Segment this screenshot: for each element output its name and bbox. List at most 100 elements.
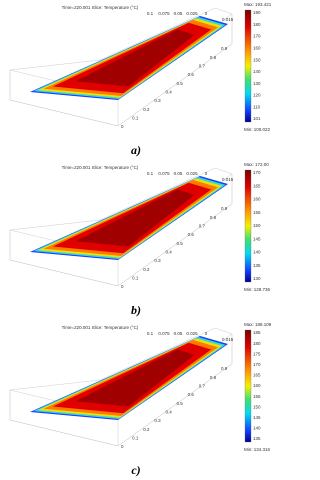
width-tick-label: 0.025 bbox=[186, 11, 198, 16]
length-tick-label: 0.6 bbox=[188, 72, 195, 77]
plot: Time=220.001 Slice: Temperature (°C) 0 0.1… bbox=[9, 162, 271, 292]
width-tick-label: 0.1 bbox=[147, 11, 154, 16]
colorbar-tick-label: 170 bbox=[253, 34, 261, 39]
length-tick-label: 0.3 bbox=[154, 418, 161, 423]
colorbar-tick-label: 170 bbox=[253, 170, 261, 175]
colorbar bbox=[244, 169, 252, 283]
width-tick-label: 0.05 bbox=[174, 11, 183, 16]
length-tick-label: 0 bbox=[121, 444, 124, 449]
height-tick-label: 0.015 bbox=[222, 337, 234, 342]
length-tick-label: 0.8 bbox=[210, 375, 217, 380]
caption: b) bbox=[131, 303, 141, 317]
colorbar-min: Min: 128.736 bbox=[244, 287, 271, 292]
plot-title: Time=220.001 Slice: Temperature (°C) bbox=[62, 5, 139, 10]
colorbar-tick-label: 150 bbox=[253, 404, 261, 409]
length-tick-label: 0 bbox=[121, 124, 124, 129]
length-tick-label: 0.8 bbox=[210, 215, 217, 220]
colorbar-tick-label: 165 bbox=[253, 183, 261, 188]
caption: a) bbox=[131, 143, 141, 157]
length-tick-label: 0.5 bbox=[177, 81, 184, 86]
length-tick-label: 0 bbox=[121, 284, 124, 289]
heat-region bbox=[75, 29, 195, 87]
colorbar-tick-label: 175 bbox=[253, 351, 261, 356]
colorbar-tick-label: 140 bbox=[253, 69, 261, 74]
width-tick-label: 0.075 bbox=[158, 331, 170, 336]
colorbar-tick-label: 180 bbox=[253, 22, 261, 27]
panel: Time=220.001 Slice: Temperature (°C) 0 0.1… bbox=[0, 160, 272, 320]
colorbar bbox=[244, 9, 252, 123]
colorbar-tick-label: 135 bbox=[253, 263, 261, 268]
colorbar-min: Min: 134.316 bbox=[244, 447, 271, 452]
length-tick-label: 0.5 bbox=[177, 401, 184, 406]
length-tick-label: 0.7 bbox=[199, 224, 206, 229]
width-tick-label: 0.1 bbox=[147, 171, 154, 176]
length-tick-label: 0.2 bbox=[143, 267, 150, 272]
plot-title: Time=220.001 Slice: Temperature (°C) bbox=[62, 325, 139, 330]
panel: Time=220.001 Slice: Temperature (°C) 0 0.1… bbox=[0, 320, 272, 480]
width-tick-label: 0.025 bbox=[186, 171, 198, 176]
colorbar-max: Max: 188.109 bbox=[244, 322, 272, 327]
width-tick-label: 0.05 bbox=[174, 331, 183, 336]
length-tick-label: 0.2 bbox=[143, 107, 150, 112]
length-tick-label: 0.7 bbox=[199, 384, 206, 389]
plot-title: Time=220.001 Slice: Temperature (°C) bbox=[62, 165, 139, 170]
length-tick-label: 0.1 bbox=[132, 276, 139, 281]
heat-region bbox=[75, 189, 195, 247]
colorbar-max: Max: 172.00 bbox=[244, 162, 269, 167]
caption: c) bbox=[131, 463, 141, 477]
colorbar-tick-label: 185 bbox=[253, 330, 261, 335]
panel: Time=220.001 Slice: Temperature (°C) 0 0.1… bbox=[0, 0, 272, 160]
length-tick-label: 0.3 bbox=[154, 258, 161, 263]
colorbar-tick-label: 120 bbox=[253, 93, 261, 98]
colorbar-tick-label: 170 bbox=[253, 362, 261, 367]
colorbar-tick-label: 155 bbox=[253, 210, 261, 215]
colorbar-tick-label: 110 bbox=[253, 104, 261, 109]
length-tick-label: 0.2 bbox=[143, 427, 150, 432]
colorbar-tick-label: 101 bbox=[253, 116, 261, 121]
colorbar-tick-label: 150 bbox=[253, 57, 261, 62]
colorbar-tick-label: 140 bbox=[253, 426, 261, 431]
length-tick-label: 0.5 bbox=[177, 241, 184, 246]
colorbar-tick-label: 145 bbox=[253, 236, 261, 241]
length-tick-label: 0.6 bbox=[188, 392, 195, 397]
colorbar-tick-label: 190 bbox=[253, 10, 261, 15]
page: Time=220.001 Slice: Temperature (°C) 0 0.1… bbox=[0, 0, 272, 480]
plot: Time=220.001 Slice: Temperature (°C) 0 0.1… bbox=[9, 322, 272, 452]
width-tick-label: 0 bbox=[205, 171, 208, 176]
length-tick-label: 0.9 bbox=[221, 366, 228, 371]
colorbar-max: Max: 193.421 bbox=[244, 2, 272, 7]
length-tick-label: 0.7 bbox=[199, 64, 206, 69]
length-tick-label: 0.3 bbox=[154, 98, 161, 103]
length-tick-label: 0.4 bbox=[165, 250, 172, 255]
height-tick-label: 0.015 bbox=[222, 17, 234, 22]
colorbar-tick-label: 160 bbox=[253, 197, 261, 202]
length-tick-label: 0.1 bbox=[132, 436, 139, 441]
width-tick-label: 0.075 bbox=[158, 171, 170, 176]
length-tick-label: 0.8 bbox=[210, 55, 217, 60]
width-tick-label: 0.1 bbox=[147, 331, 154, 336]
length-tick-label: 0.4 bbox=[165, 90, 172, 95]
colorbar-tick-label: 155 bbox=[253, 394, 261, 399]
width-tick-label: 0 bbox=[205, 11, 208, 16]
heat-region bbox=[75, 349, 195, 407]
height-tick-label: 0.015 bbox=[222, 177, 234, 182]
colorbar-tick-label: 150 bbox=[253, 223, 261, 228]
length-tick-label: 0.4 bbox=[165, 410, 172, 415]
colorbar bbox=[244, 329, 252, 443]
colorbar-tick-label: 130 bbox=[253, 276, 261, 281]
length-tick-label: 0.9 bbox=[221, 206, 228, 211]
colorbar-tick-label: 135 bbox=[253, 436, 261, 441]
colorbar-tick-label: 160 bbox=[253, 383, 261, 388]
figure: Time=220.001 Slice: Temperature (°C) 0 0.1… bbox=[0, 0, 272, 480]
colorbar-tick-label: 145 bbox=[253, 415, 261, 420]
colorbar-tick-label: 165 bbox=[253, 373, 261, 378]
colorbar-tick-label: 180 bbox=[253, 341, 261, 346]
plot: Time=220.001 Slice: Temperature (°C) 0 0.1… bbox=[9, 2, 272, 132]
length-tick-label: 0.6 bbox=[188, 232, 195, 237]
colorbar-tick-label: 160 bbox=[253, 46, 261, 51]
length-tick-label: 0.1 bbox=[132, 116, 139, 121]
colorbar-min: Min: 100.022 bbox=[244, 127, 271, 132]
width-tick-label: 0.05 bbox=[174, 171, 183, 176]
colorbar-tick-label: 140 bbox=[253, 250, 261, 255]
colorbar-tick-label: 130 bbox=[253, 81, 261, 86]
